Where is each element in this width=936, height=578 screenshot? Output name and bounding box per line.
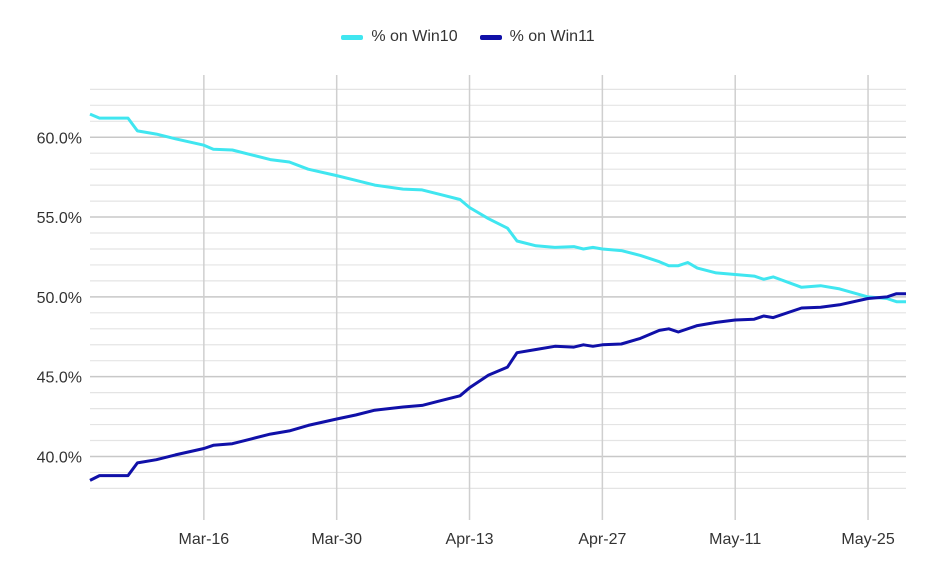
legend: % on Win10 % on Win11 — [0, 28, 936, 46]
series-line-win10 — [89, 112, 906, 304]
legend-swatch-win11 — [479, 34, 502, 40]
x-tick-label: Mar-16 — [179, 531, 230, 548]
y-tick-label: 60.0% — [37, 130, 82, 147]
series-line-win11 — [89, 292, 906, 482]
x-tick-label: May-11 — [709, 531, 761, 548]
y-tick-label: 45.0% — [37, 370, 82, 387]
x-tick-label: Apr-13 — [446, 531, 494, 548]
legend-item-win11[interactable]: % on Win11 — [479, 28, 595, 46]
x-tick-label: Apr-27 — [578, 531, 626, 548]
legend-item-win10[interactable]: % on Win10 — [341, 28, 458, 46]
legend-swatch-win10 — [341, 34, 364, 40]
legend-label-win10: % on Win10 — [371, 28, 458, 45]
y-tick-label: 50.0% — [37, 290, 82, 307]
legend-label-win11: % on Win11 — [509, 28, 595, 45]
x-tick-label: May-25 — [841, 531, 894, 548]
y-tick-label: 55.0% — [37, 210, 82, 227]
x-tick-label: Mar-30 — [311, 531, 362, 548]
y-tick-label: 40.0% — [37, 449, 82, 466]
